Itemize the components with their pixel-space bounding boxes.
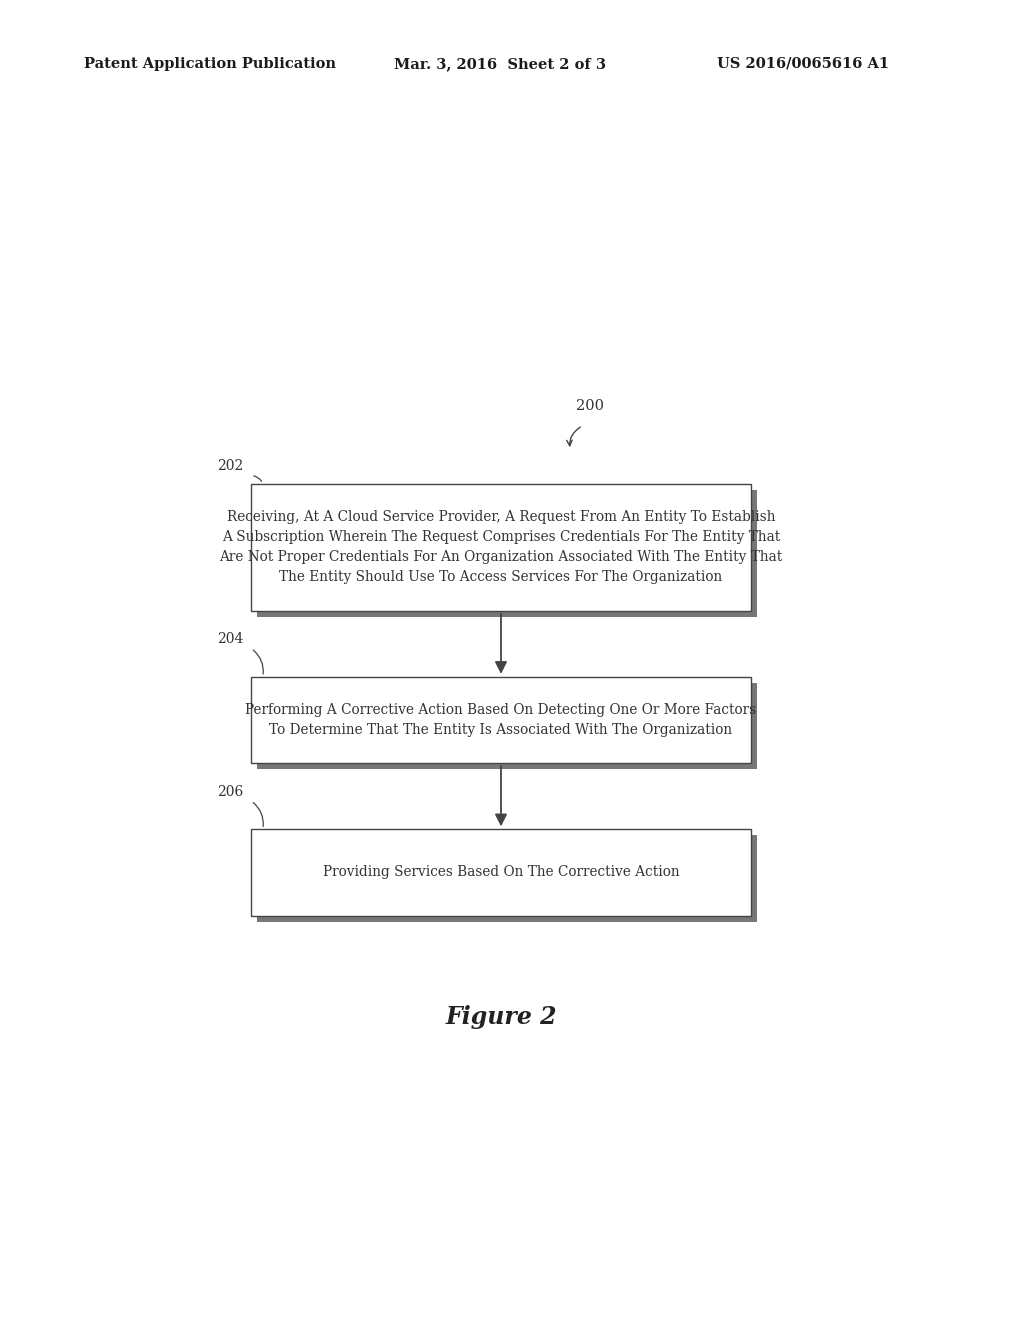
Text: US 2016/0065616 A1: US 2016/0065616 A1 bbox=[717, 57, 889, 71]
Text: Mar. 3, 2016  Sheet 2 of 3: Mar. 3, 2016 Sheet 2 of 3 bbox=[394, 57, 606, 71]
Bar bbox=[257, 490, 758, 616]
Text: Receiving, At A Cloud Service Provider, A Request From An Entity To Establish
A : Receiving, At A Cloud Service Provider, … bbox=[219, 510, 782, 585]
Bar bbox=[257, 836, 758, 921]
Text: 204: 204 bbox=[217, 632, 243, 647]
Text: Performing A Corrective Action Based On Detecting One Or More Factors
To Determi: Performing A Corrective Action Based On … bbox=[246, 704, 757, 737]
Text: Providing Services Based On The Corrective Action: Providing Services Based On The Correcti… bbox=[323, 866, 679, 879]
Text: 206: 206 bbox=[217, 784, 243, 799]
Text: Figure 2: Figure 2 bbox=[445, 1006, 557, 1030]
Text: 202: 202 bbox=[217, 459, 243, 474]
Text: 200: 200 bbox=[577, 399, 604, 412]
Bar bbox=[257, 682, 758, 770]
Bar bbox=[251, 677, 751, 763]
Bar bbox=[251, 483, 751, 611]
Bar bbox=[251, 829, 751, 916]
Text: Patent Application Publication: Patent Application Publication bbox=[84, 57, 336, 71]
